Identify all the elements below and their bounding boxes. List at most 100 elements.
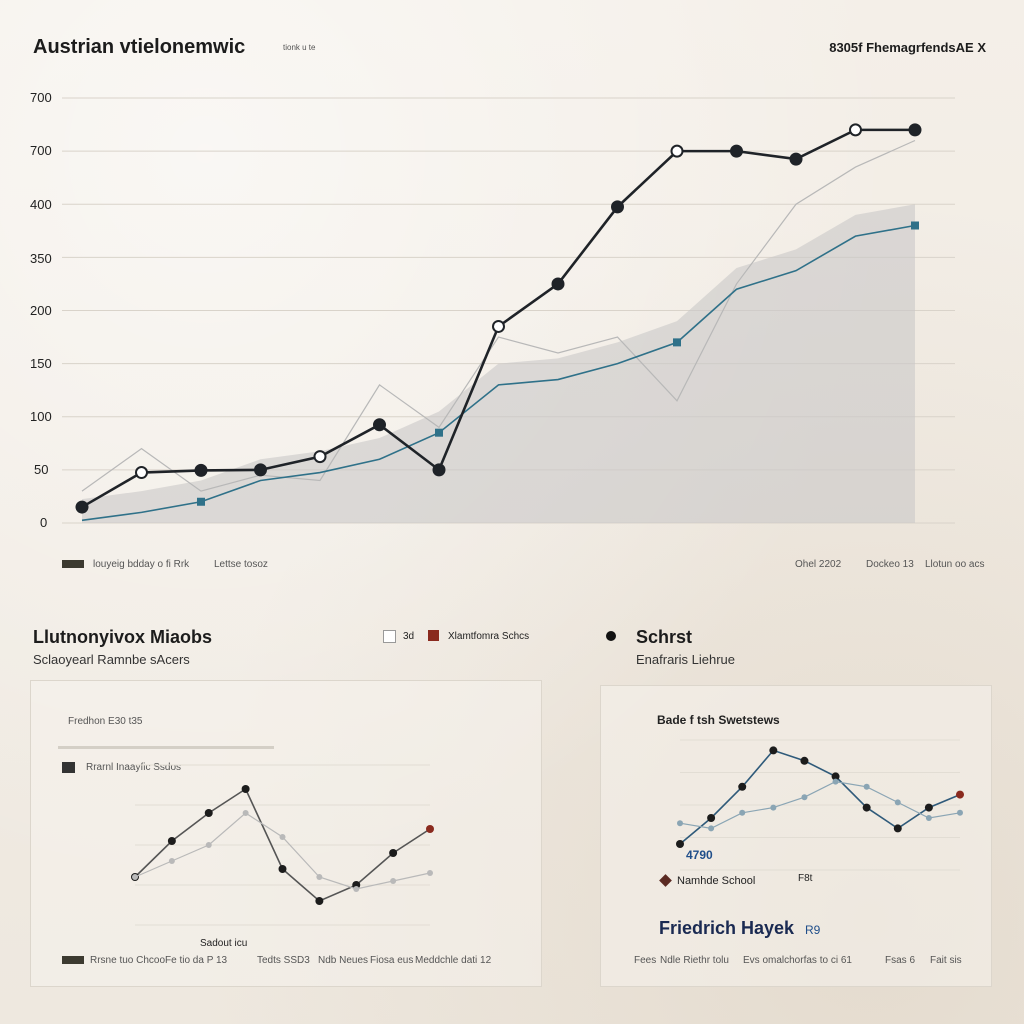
right-chart-panel bbox=[600, 685, 992, 987]
data-point bbox=[832, 778, 839, 785]
right-school-label: Namhde School bbox=[677, 875, 756, 887]
data-point bbox=[204, 809, 213, 817]
data-point bbox=[800, 756, 809, 765]
data-point bbox=[315, 897, 324, 905]
data-point bbox=[738, 782, 747, 791]
data-point bbox=[670, 144, 684, 158]
left-axis-label: Sadout icu bbox=[200, 938, 248, 949]
data-point bbox=[167, 837, 176, 845]
data-point bbox=[168, 858, 175, 864]
right-line-chart bbox=[676, 739, 964, 871]
data-point bbox=[353, 886, 360, 892]
right-panel-title: Schrst bbox=[636, 627, 693, 647]
data-point bbox=[957, 809, 963, 816]
data-point bbox=[390, 878, 397, 884]
area-fill bbox=[82, 204, 915, 523]
left-line-chart bbox=[131, 764, 434, 926]
right-panel-subtitle: Enafraris Liehrue bbox=[636, 652, 735, 667]
series-line-blue bbox=[81, 224, 916, 522]
data-point bbox=[242, 810, 249, 816]
data-point bbox=[279, 834, 286, 840]
left-panel-inner-label: Fredhon E30 t35 bbox=[68, 716, 143, 727]
data-point bbox=[426, 825, 434, 833]
data-point bbox=[435, 428, 443, 437]
data-point bbox=[313, 450, 327, 464]
data-point bbox=[863, 783, 870, 790]
footer-label: Lettse tosoz bbox=[214, 559, 268, 570]
right-footer-label: Fait sis bbox=[930, 955, 962, 966]
data-point bbox=[194, 463, 208, 477]
data-point bbox=[551, 277, 565, 291]
right-footer-label: Fees bbox=[634, 955, 657, 966]
y-tick-label: 50 bbox=[34, 462, 49, 477]
footer-label: louyeig bdday o fi Rrk bbox=[93, 559, 190, 570]
legend-swatch bbox=[383, 630, 396, 643]
data-point bbox=[925, 815, 932, 821]
data-point bbox=[75, 500, 89, 514]
data-point bbox=[707, 814, 716, 822]
data-point bbox=[849, 123, 862, 137]
y-tick-label: 200 bbox=[30, 303, 52, 318]
data-point bbox=[373, 418, 386, 432]
data-point bbox=[708, 825, 715, 832]
data-point bbox=[769, 746, 778, 755]
data-point bbox=[676, 840, 684, 848]
data-point bbox=[427, 870, 433, 876]
left-footer-label: Rrsne tuo Chcoo bbox=[90, 955, 166, 966]
left-footer-label: Fiosa eus bbox=[370, 955, 414, 966]
data-point bbox=[135, 466, 148, 480]
left-panel-title: Llutnonyivox Miaobs bbox=[33, 627, 213, 647]
left-footer-label: Tedts SSD3 bbox=[257, 955, 310, 966]
data-point bbox=[389, 849, 398, 857]
data-point bbox=[911, 221, 919, 230]
data-point bbox=[924, 803, 933, 812]
left-panel-marker bbox=[62, 762, 75, 773]
legend-label: 3d bbox=[403, 631, 415, 642]
y-tick-label: 0 bbox=[40, 515, 48, 530]
main-line-chart bbox=[62, 97, 955, 524]
data-point bbox=[278, 865, 287, 873]
data-point bbox=[893, 824, 902, 833]
right-footer-label: Ndle Riethr tolu bbox=[660, 955, 729, 966]
chart-title-suffix: tionk u te bbox=[283, 43, 316, 52]
data-point bbox=[254, 463, 267, 477]
legend-dot bbox=[606, 631, 616, 641]
right-name-label: Friedrich Hayek bbox=[659, 918, 795, 938]
left-panel-inner-label: Rrarnl Inaayfic Ssdos bbox=[86, 762, 182, 773]
y-tick-label: 350 bbox=[30, 251, 52, 266]
data-point bbox=[241, 785, 250, 793]
left-panel-subtitle: Sclaoyearl Ramnbe sAcers bbox=[33, 652, 190, 667]
series-line bbox=[679, 780, 961, 830]
data-point bbox=[197, 497, 205, 506]
left-footer-label: Fe tio da P 13 bbox=[165, 955, 228, 966]
series-line bbox=[134, 812, 431, 890]
data-point bbox=[908, 123, 922, 137]
data-point bbox=[677, 820, 683, 827]
right-footer-label: Fsas 6 bbox=[885, 955, 916, 966]
footer-label: Llotun oo acs bbox=[925, 559, 985, 570]
footer-tag bbox=[62, 560, 84, 568]
data-point bbox=[739, 809, 746, 816]
data-point bbox=[894, 799, 901, 806]
data-point bbox=[316, 874, 323, 880]
header-right-label: 8305f FhemagrfendsAE X bbox=[829, 40, 986, 55]
chart-title: Austrian vtielonemwic bbox=[33, 36, 246, 58]
data-point bbox=[132, 874, 138, 880]
right-panel-inner-title: Bade f tsh Swetstews bbox=[657, 713, 780, 727]
right-footer-label: Evs omalchorfas to ci 61 bbox=[743, 955, 852, 966]
y-tick-label: 150 bbox=[30, 356, 52, 371]
footer-label: Ohel 2202 bbox=[795, 559, 842, 570]
data-point bbox=[801, 794, 808, 801]
data-point bbox=[789, 152, 803, 166]
left-chart-panel bbox=[30, 680, 542, 987]
right-value-label: 4790 bbox=[686, 848, 713, 862]
right-name-suffix: R9 bbox=[805, 923, 821, 937]
series-line-gray bbox=[81, 139, 916, 492]
right-mark-label: F8t bbox=[798, 873, 813, 884]
data-point bbox=[673, 338, 681, 347]
data-point bbox=[611, 200, 624, 214]
y-tick-label: 100 bbox=[30, 409, 52, 424]
legend-swatch bbox=[428, 630, 439, 641]
data-point bbox=[432, 463, 446, 477]
left-footer-label: Ndb Neues bbox=[318, 955, 369, 966]
